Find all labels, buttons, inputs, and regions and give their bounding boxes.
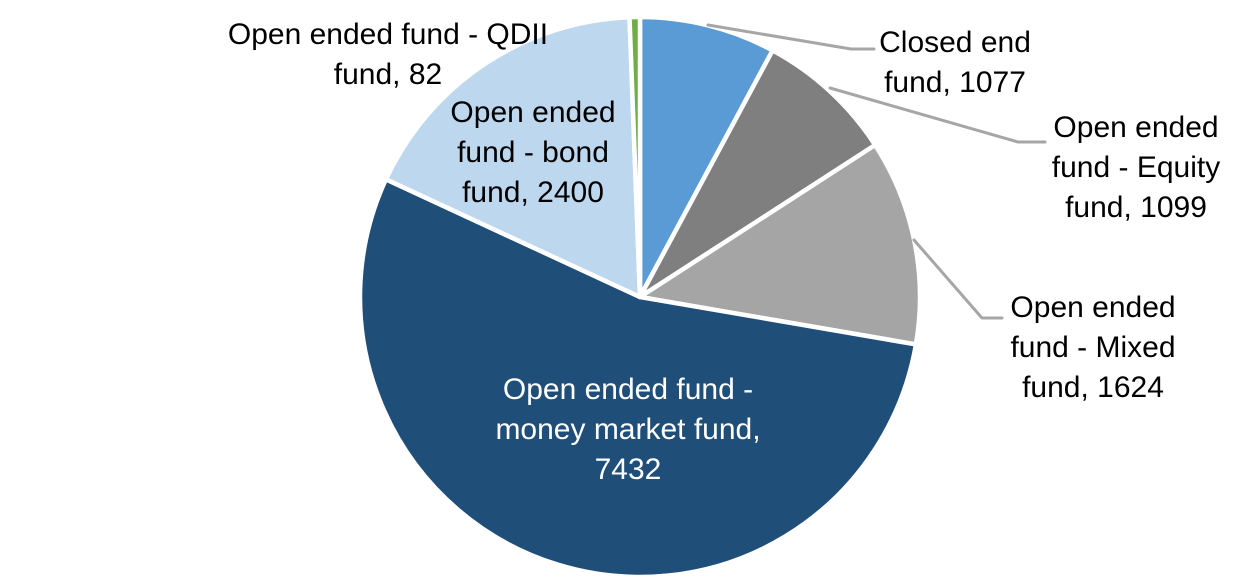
slice-label-line: fund, 2400 (462, 176, 604, 209)
slice-label-line: fund, 1077 (884, 66, 1026, 99)
slice-label-line: Open ended (450, 96, 616, 129)
slice-label-line: 7432 (594, 453, 662, 486)
slice-label-line: fund, 82 (333, 58, 443, 91)
slice-label-line: Closed end (879, 26, 1031, 59)
leader-line-closed-end-fund (706, 23, 876, 51)
leader-line-equity-fund (828, 86, 1047, 144)
slice-label-line: Open ended fund - (502, 373, 754, 406)
slice-label-line: Open ended (1010, 291, 1176, 324)
pie-slice-qdii-fund (627, 14, 643, 300)
pie-slice-money-market-fund (357, 177, 919, 580)
slice-label-line: fund - bond (457, 136, 609, 169)
slice-label-line: fund, 1099 (1065, 191, 1207, 224)
slice-label-money-market-fund: Open ended fund - money market fund, 7432 (495, 370, 760, 490)
slice-label-mixed-fund: Open ended fund - Mixed fund, 1624 (1010, 288, 1175, 408)
slice-label-line: money market fund, (495, 413, 761, 446)
slice-label-line: fund, 1624 (1022, 371, 1164, 404)
leader-line-mixed-fund (912, 238, 1004, 320)
slice-label-line: Open ended (1053, 111, 1219, 144)
pie-slice-bond-fund (383, 14, 643, 300)
slice-label-closed-end-fund: Closed end fund, 1077 (879, 23, 1031, 103)
pie-slice-equity-fund (637, 48, 878, 300)
slice-label-qdii-fund: Open ended fund - QDII fund, 82 (228, 15, 548, 95)
slice-label-line: fund - Equity (1051, 151, 1221, 184)
slice-label-equity-fund: Open ended fund - Equity fund, 1099 (1052, 108, 1220, 228)
slice-label-line: Open ended fund - QDII (227, 18, 549, 51)
slice-label-bond-fund: Open ended fund - bond fund, 2400 (450, 93, 615, 213)
slice-label-line: fund - Mixed (1010, 331, 1176, 364)
